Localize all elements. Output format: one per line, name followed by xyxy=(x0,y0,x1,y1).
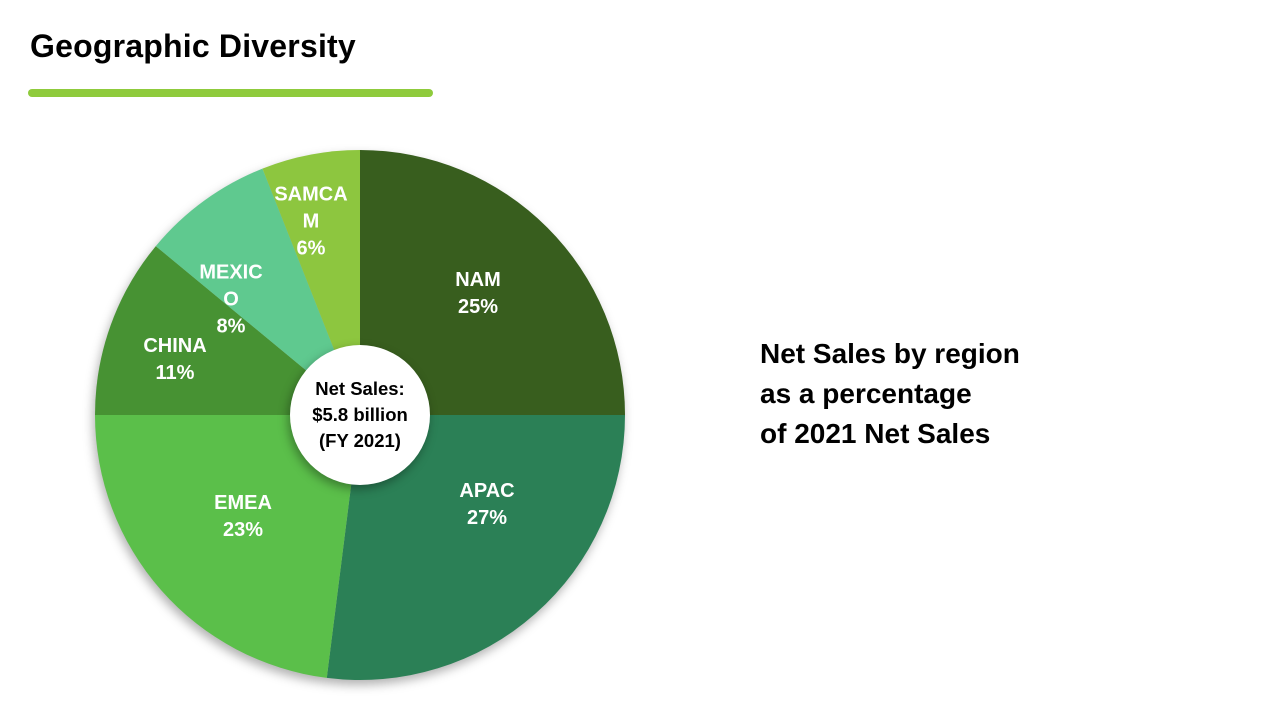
donut-center-circle: Net Sales: $5.8 billion (FY 2021) xyxy=(290,345,430,485)
slice-label-mexico: MEXIC O 8% xyxy=(199,261,263,338)
caption-line: as a percentage xyxy=(760,378,972,409)
slice-label-emea: EMEA 23% xyxy=(214,492,272,541)
slice-label-nam: NAM 25% xyxy=(455,269,501,318)
slice-label-samcam: SAMCA M 6% xyxy=(274,183,348,260)
slice-label-china: CHINA 11% xyxy=(143,335,207,384)
center-label-line: $5.8 billion xyxy=(312,404,408,425)
chart-caption: Net Sales by region as a percentage of 2… xyxy=(760,334,1020,454)
page-title: Geographic Diversity xyxy=(30,28,356,64)
center-label-line: Net Sales: xyxy=(315,378,405,399)
title-underline-bar xyxy=(28,89,433,97)
caption-line: of 2021 Net Sales xyxy=(760,418,991,449)
slice-label-apac: APAC 27% xyxy=(459,480,515,529)
caption-line: Net Sales by region xyxy=(760,338,1020,369)
donut-center-label: Net Sales: $5.8 billion (FY 2021) xyxy=(312,376,408,454)
center-label-line: (FY 2021) xyxy=(319,430,401,451)
